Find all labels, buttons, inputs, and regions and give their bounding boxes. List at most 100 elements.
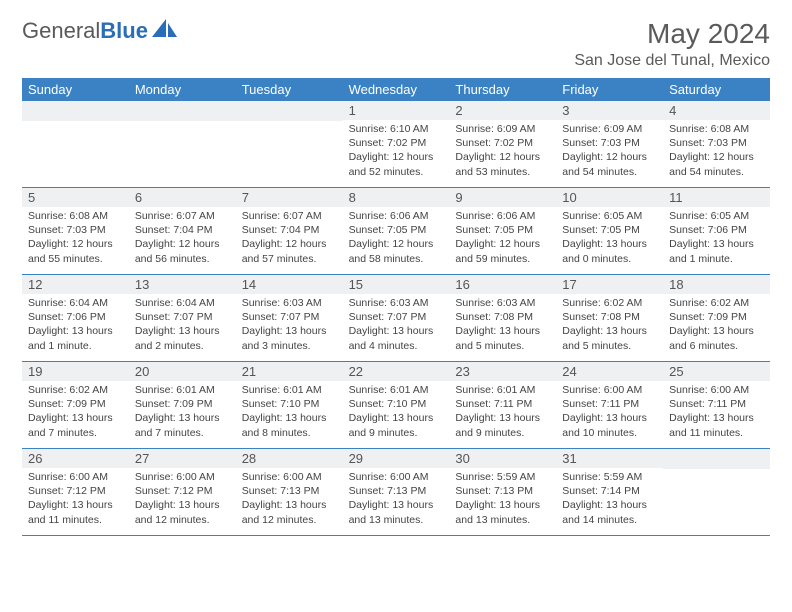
sunset-line: Sunset: 7:11 PM: [455, 397, 550, 411]
sunrise-line: Sunrise: 6:00 AM: [28, 470, 123, 484]
sunset-line: Sunset: 7:04 PM: [135, 223, 230, 237]
day-cell: 30Sunrise: 5:59 AMSunset: 7:13 PMDayligh…: [449, 449, 556, 535]
sunset-line: Sunset: 7:05 PM: [455, 223, 550, 237]
day-cell: 23Sunrise: 6:01 AMSunset: 7:11 PMDayligh…: [449, 362, 556, 448]
day-cell: 25Sunrise: 6:00 AMSunset: 7:11 PMDayligh…: [663, 362, 770, 448]
day-cell: 2Sunrise: 6:09 AMSunset: 7:02 PMDaylight…: [449, 101, 556, 187]
day-detail: Sunrise: 6:04 AMSunset: 7:07 PMDaylight:…: [129, 294, 236, 357]
daylight-line: Daylight: 13 hours and 5 minutes.: [562, 324, 657, 352]
sunrise-line: Sunrise: 5:59 AM: [455, 470, 550, 484]
sunrise-line: Sunrise: 6:01 AM: [455, 383, 550, 397]
day-number: 6: [129, 188, 236, 207]
day-detail: [129, 121, 236, 181]
sunset-line: Sunset: 7:05 PM: [349, 223, 444, 237]
day-cell: 11Sunrise: 6:05 AMSunset: 7:06 PMDayligh…: [663, 188, 770, 274]
day-number: 19: [22, 362, 129, 381]
day-number: 12: [22, 275, 129, 294]
weekday-sat: Saturday: [663, 78, 770, 101]
day-cell: 29Sunrise: 6:00 AMSunset: 7:13 PMDayligh…: [343, 449, 450, 535]
day-cell: [129, 101, 236, 187]
sunrise-line: Sunrise: 6:07 AM: [242, 209, 337, 223]
daylight-line: Daylight: 13 hours and 10 minutes.: [562, 411, 657, 439]
sail-icon: [152, 19, 178, 44]
day-cell: 5Sunrise: 6:08 AMSunset: 7:03 PMDaylight…: [22, 188, 129, 274]
logo-text: GeneralBlue: [22, 18, 148, 44]
day-cell: 20Sunrise: 6:01 AMSunset: 7:09 PMDayligh…: [129, 362, 236, 448]
daylight-line: Daylight: 12 hours and 53 minutes.: [455, 150, 550, 178]
weeks-container: 1Sunrise: 6:10 AMSunset: 7:02 PMDaylight…: [22, 101, 770, 536]
sunset-line: Sunset: 7:07 PM: [242, 310, 337, 324]
day-cell: 16Sunrise: 6:03 AMSunset: 7:08 PMDayligh…: [449, 275, 556, 361]
day-detail: Sunrise: 6:00 AMSunset: 7:12 PMDaylight:…: [129, 468, 236, 531]
day-number: 7: [236, 188, 343, 207]
day-cell: 26Sunrise: 6:00 AMSunset: 7:12 PMDayligh…: [22, 449, 129, 535]
day-detail: [663, 469, 770, 529]
sunrise-line: Sunrise: 6:00 AM: [135, 470, 230, 484]
daylight-line: Daylight: 13 hours and 12 minutes.: [242, 498, 337, 526]
sunrise-line: Sunrise: 6:08 AM: [28, 209, 123, 223]
daylight-line: Daylight: 13 hours and 6 minutes.: [669, 324, 764, 352]
day-detail: Sunrise: 6:01 AMSunset: 7:09 PMDaylight:…: [129, 381, 236, 444]
week-row: 19Sunrise: 6:02 AMSunset: 7:09 PMDayligh…: [22, 362, 770, 449]
day-detail: Sunrise: 6:03 AMSunset: 7:07 PMDaylight:…: [236, 294, 343, 357]
weekday-tue: Tuesday: [236, 78, 343, 101]
day-cell: 31Sunrise: 5:59 AMSunset: 7:14 PMDayligh…: [556, 449, 663, 535]
title-block: May 2024 San Jose del Tunal, Mexico: [574, 18, 770, 70]
day-cell: 28Sunrise: 6:00 AMSunset: 7:13 PMDayligh…: [236, 449, 343, 535]
day-number: 29: [343, 449, 450, 468]
day-cell: [22, 101, 129, 187]
week-row: 1Sunrise: 6:10 AMSunset: 7:02 PMDaylight…: [22, 101, 770, 188]
day-number: 5: [22, 188, 129, 207]
day-detail: Sunrise: 6:01 AMSunset: 7:11 PMDaylight:…: [449, 381, 556, 444]
daylight-line: Daylight: 13 hours and 3 minutes.: [242, 324, 337, 352]
sunset-line: Sunset: 7:13 PM: [455, 484, 550, 498]
sunrise-line: Sunrise: 6:03 AM: [242, 296, 337, 310]
day-detail: Sunrise: 6:09 AMSunset: 7:02 PMDaylight:…: [449, 120, 556, 183]
sunset-line: Sunset: 7:05 PM: [562, 223, 657, 237]
sunrise-line: Sunrise: 6:06 AM: [455, 209, 550, 223]
calendar: Sunday Monday Tuesday Wednesday Thursday…: [22, 78, 770, 536]
day-number: 11: [663, 188, 770, 207]
day-detail: Sunrise: 6:05 AMSunset: 7:05 PMDaylight:…: [556, 207, 663, 270]
day-number: [663, 449, 770, 469]
day-cell: 13Sunrise: 6:04 AMSunset: 7:07 PMDayligh…: [129, 275, 236, 361]
daylight-line: Daylight: 13 hours and 9 minutes.: [455, 411, 550, 439]
day-number: 18: [663, 275, 770, 294]
day-detail: Sunrise: 6:00 AMSunset: 7:12 PMDaylight:…: [22, 468, 129, 531]
sunrise-line: Sunrise: 6:03 AM: [455, 296, 550, 310]
sunrise-line: Sunrise: 6:00 AM: [242, 470, 337, 484]
day-cell: 21Sunrise: 6:01 AMSunset: 7:10 PMDayligh…: [236, 362, 343, 448]
sunrise-line: Sunrise: 6:09 AM: [455, 122, 550, 136]
sunset-line: Sunset: 7:09 PM: [135, 397, 230, 411]
logo-word2: Blue: [100, 18, 148, 43]
day-detail: Sunrise: 6:00 AMSunset: 7:13 PMDaylight:…: [236, 468, 343, 531]
day-number: [129, 101, 236, 121]
day-number: 23: [449, 362, 556, 381]
sunset-line: Sunset: 7:13 PM: [349, 484, 444, 498]
sunset-line: Sunset: 7:10 PM: [242, 397, 337, 411]
sunrise-line: Sunrise: 6:01 AM: [242, 383, 337, 397]
daylight-line: Daylight: 13 hours and 11 minutes.: [28, 498, 123, 526]
day-number: 25: [663, 362, 770, 381]
day-detail: Sunrise: 6:02 AMSunset: 7:09 PMDaylight:…: [663, 294, 770, 357]
daylight-line: Daylight: 12 hours and 54 minutes.: [669, 150, 764, 178]
day-cell: [236, 101, 343, 187]
sunset-line: Sunset: 7:06 PM: [28, 310, 123, 324]
daylight-line: Daylight: 12 hours and 55 minutes.: [28, 237, 123, 265]
day-number: 3: [556, 101, 663, 120]
day-detail: Sunrise: 6:08 AMSunset: 7:03 PMDaylight:…: [22, 207, 129, 270]
day-cell: 3Sunrise: 6:09 AMSunset: 7:03 PMDaylight…: [556, 101, 663, 187]
sunset-line: Sunset: 7:11 PM: [562, 397, 657, 411]
day-detail: Sunrise: 6:08 AMSunset: 7:03 PMDaylight:…: [663, 120, 770, 183]
weekday-sun: Sunday: [22, 78, 129, 101]
daylight-line: Daylight: 13 hours and 9 minutes.: [349, 411, 444, 439]
day-number: 31: [556, 449, 663, 468]
sunrise-line: Sunrise: 6:05 AM: [562, 209, 657, 223]
sunset-line: Sunset: 7:10 PM: [349, 397, 444, 411]
sunrise-line: Sunrise: 6:01 AM: [135, 383, 230, 397]
day-detail: [236, 121, 343, 181]
sunset-line: Sunset: 7:02 PM: [349, 136, 444, 150]
sunset-line: Sunset: 7:03 PM: [28, 223, 123, 237]
sunset-line: Sunset: 7:08 PM: [455, 310, 550, 324]
day-detail: [22, 121, 129, 181]
